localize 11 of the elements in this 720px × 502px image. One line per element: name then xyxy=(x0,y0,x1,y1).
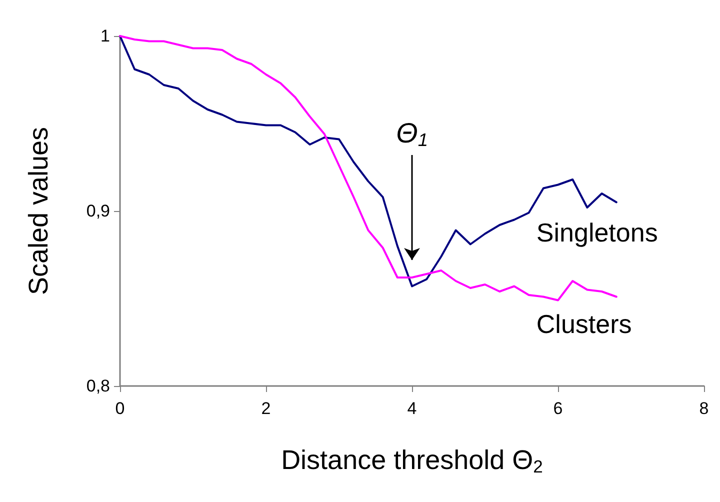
series-label: Singletons xyxy=(536,217,658,248)
x-tick-label: 8 xyxy=(699,399,709,418)
x-tick-label: 2 xyxy=(261,399,271,418)
series-label: Clusters xyxy=(536,308,632,339)
x-tick-label: 6 xyxy=(553,399,563,418)
y-tick-label: 0,9 xyxy=(86,202,110,220)
y-tick-label: 0,8 xyxy=(86,376,110,396)
y-axis-title: Scaled values xyxy=(24,126,54,296)
x-tick-label: 0 xyxy=(115,399,125,418)
x-tick-label: 4 xyxy=(407,399,417,418)
y-tick-label: 1 xyxy=(100,26,110,46)
